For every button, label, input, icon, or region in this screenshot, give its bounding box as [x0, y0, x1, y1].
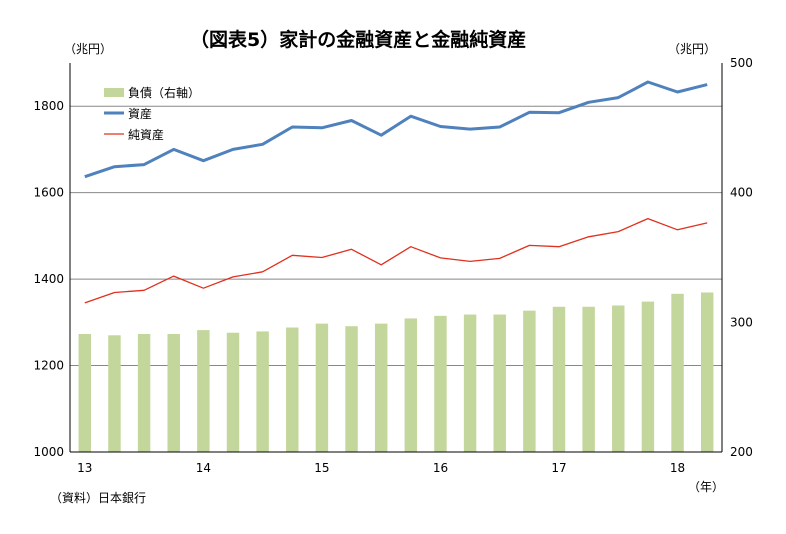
x-axis-unit: （年） [688, 480, 724, 494]
right-tick-labels: 200 300 400 500 [730, 56, 753, 459]
bar-liabilities [463, 314, 477, 452]
source-note: （資料）日本銀行 [50, 491, 146, 505]
right-tick-label: 500 [730, 56, 753, 70]
line-net-assets [84, 217, 708, 304]
bar-liabilities [582, 306, 595, 452]
legend-label-net-assets: 純資産 [128, 127, 164, 142]
bar-liabilities [345, 326, 358, 452]
left-tick-label: 1800 [33, 99, 64, 113]
right-axis-unit: （兆円） [668, 42, 716, 56]
bar-liabilities [493, 314, 506, 452]
bar-liabilities [315, 323, 329, 452]
bar-liabilities [552, 306, 566, 452]
bar-liabilities [286, 327, 299, 452]
left-tick-label: 1400 [33, 272, 64, 286]
bar-liabilities [671, 293, 684, 452]
x-tick-labels: 13 14 15 16 17 18 [77, 461, 685, 475]
bar-liabilities [641, 301, 655, 452]
x-tick-label: 18 [670, 461, 685, 475]
bar-liabilities [523, 310, 536, 452]
bar-series-liabilities [78, 292, 714, 452]
x-tick-label: 13 [77, 461, 92, 475]
bar-liabilities [256, 331, 269, 452]
bar-liabilities [78, 334, 92, 452]
bar-liabilities [434, 315, 447, 452]
x-tick-label: 14 [196, 461, 211, 475]
bar-liabilities [404, 318, 418, 452]
bar-liabilities [108, 335, 121, 452]
right-tick-label: 300 [730, 315, 753, 329]
bar-liabilities [700, 292, 714, 452]
left-tick-label: 1600 [33, 186, 64, 200]
line-series-group [84, 80, 708, 304]
bar-liabilities [612, 305, 625, 452]
legend-swatch-liabilities [104, 88, 124, 97]
legend-label-liabilities: 負債（右軸） [128, 85, 200, 100]
bar-liabilities [167, 334, 180, 452]
right-tick-label: 200 [730, 445, 753, 459]
right-tick-label: 400 [730, 186, 753, 200]
x-tick-label: 17 [551, 461, 566, 475]
legend-label-assets: 資産 [128, 106, 152, 121]
x-tick-label: 16 [433, 461, 448, 475]
line-assets [84, 80, 708, 179]
left-tick-label: 1200 [33, 359, 64, 373]
legend: 負債（右軸） 資産 純資産 [104, 85, 200, 142]
bar-liabilities [226, 332, 240, 452]
left-axis-unit: （兆円） [64, 42, 112, 56]
x-tick-label: 15 [314, 461, 329, 475]
bar-liabilities [137, 334, 151, 452]
left-tick-label: 1000 [33, 445, 64, 459]
left-tick-labels: 1000 1200 1400 1600 1800 [33, 99, 64, 459]
bar-liabilities [197, 330, 210, 452]
chart-title: （図表5）家計の金融資産と金融純資産 [190, 28, 526, 51]
bar-liabilities [374, 323, 388, 452]
